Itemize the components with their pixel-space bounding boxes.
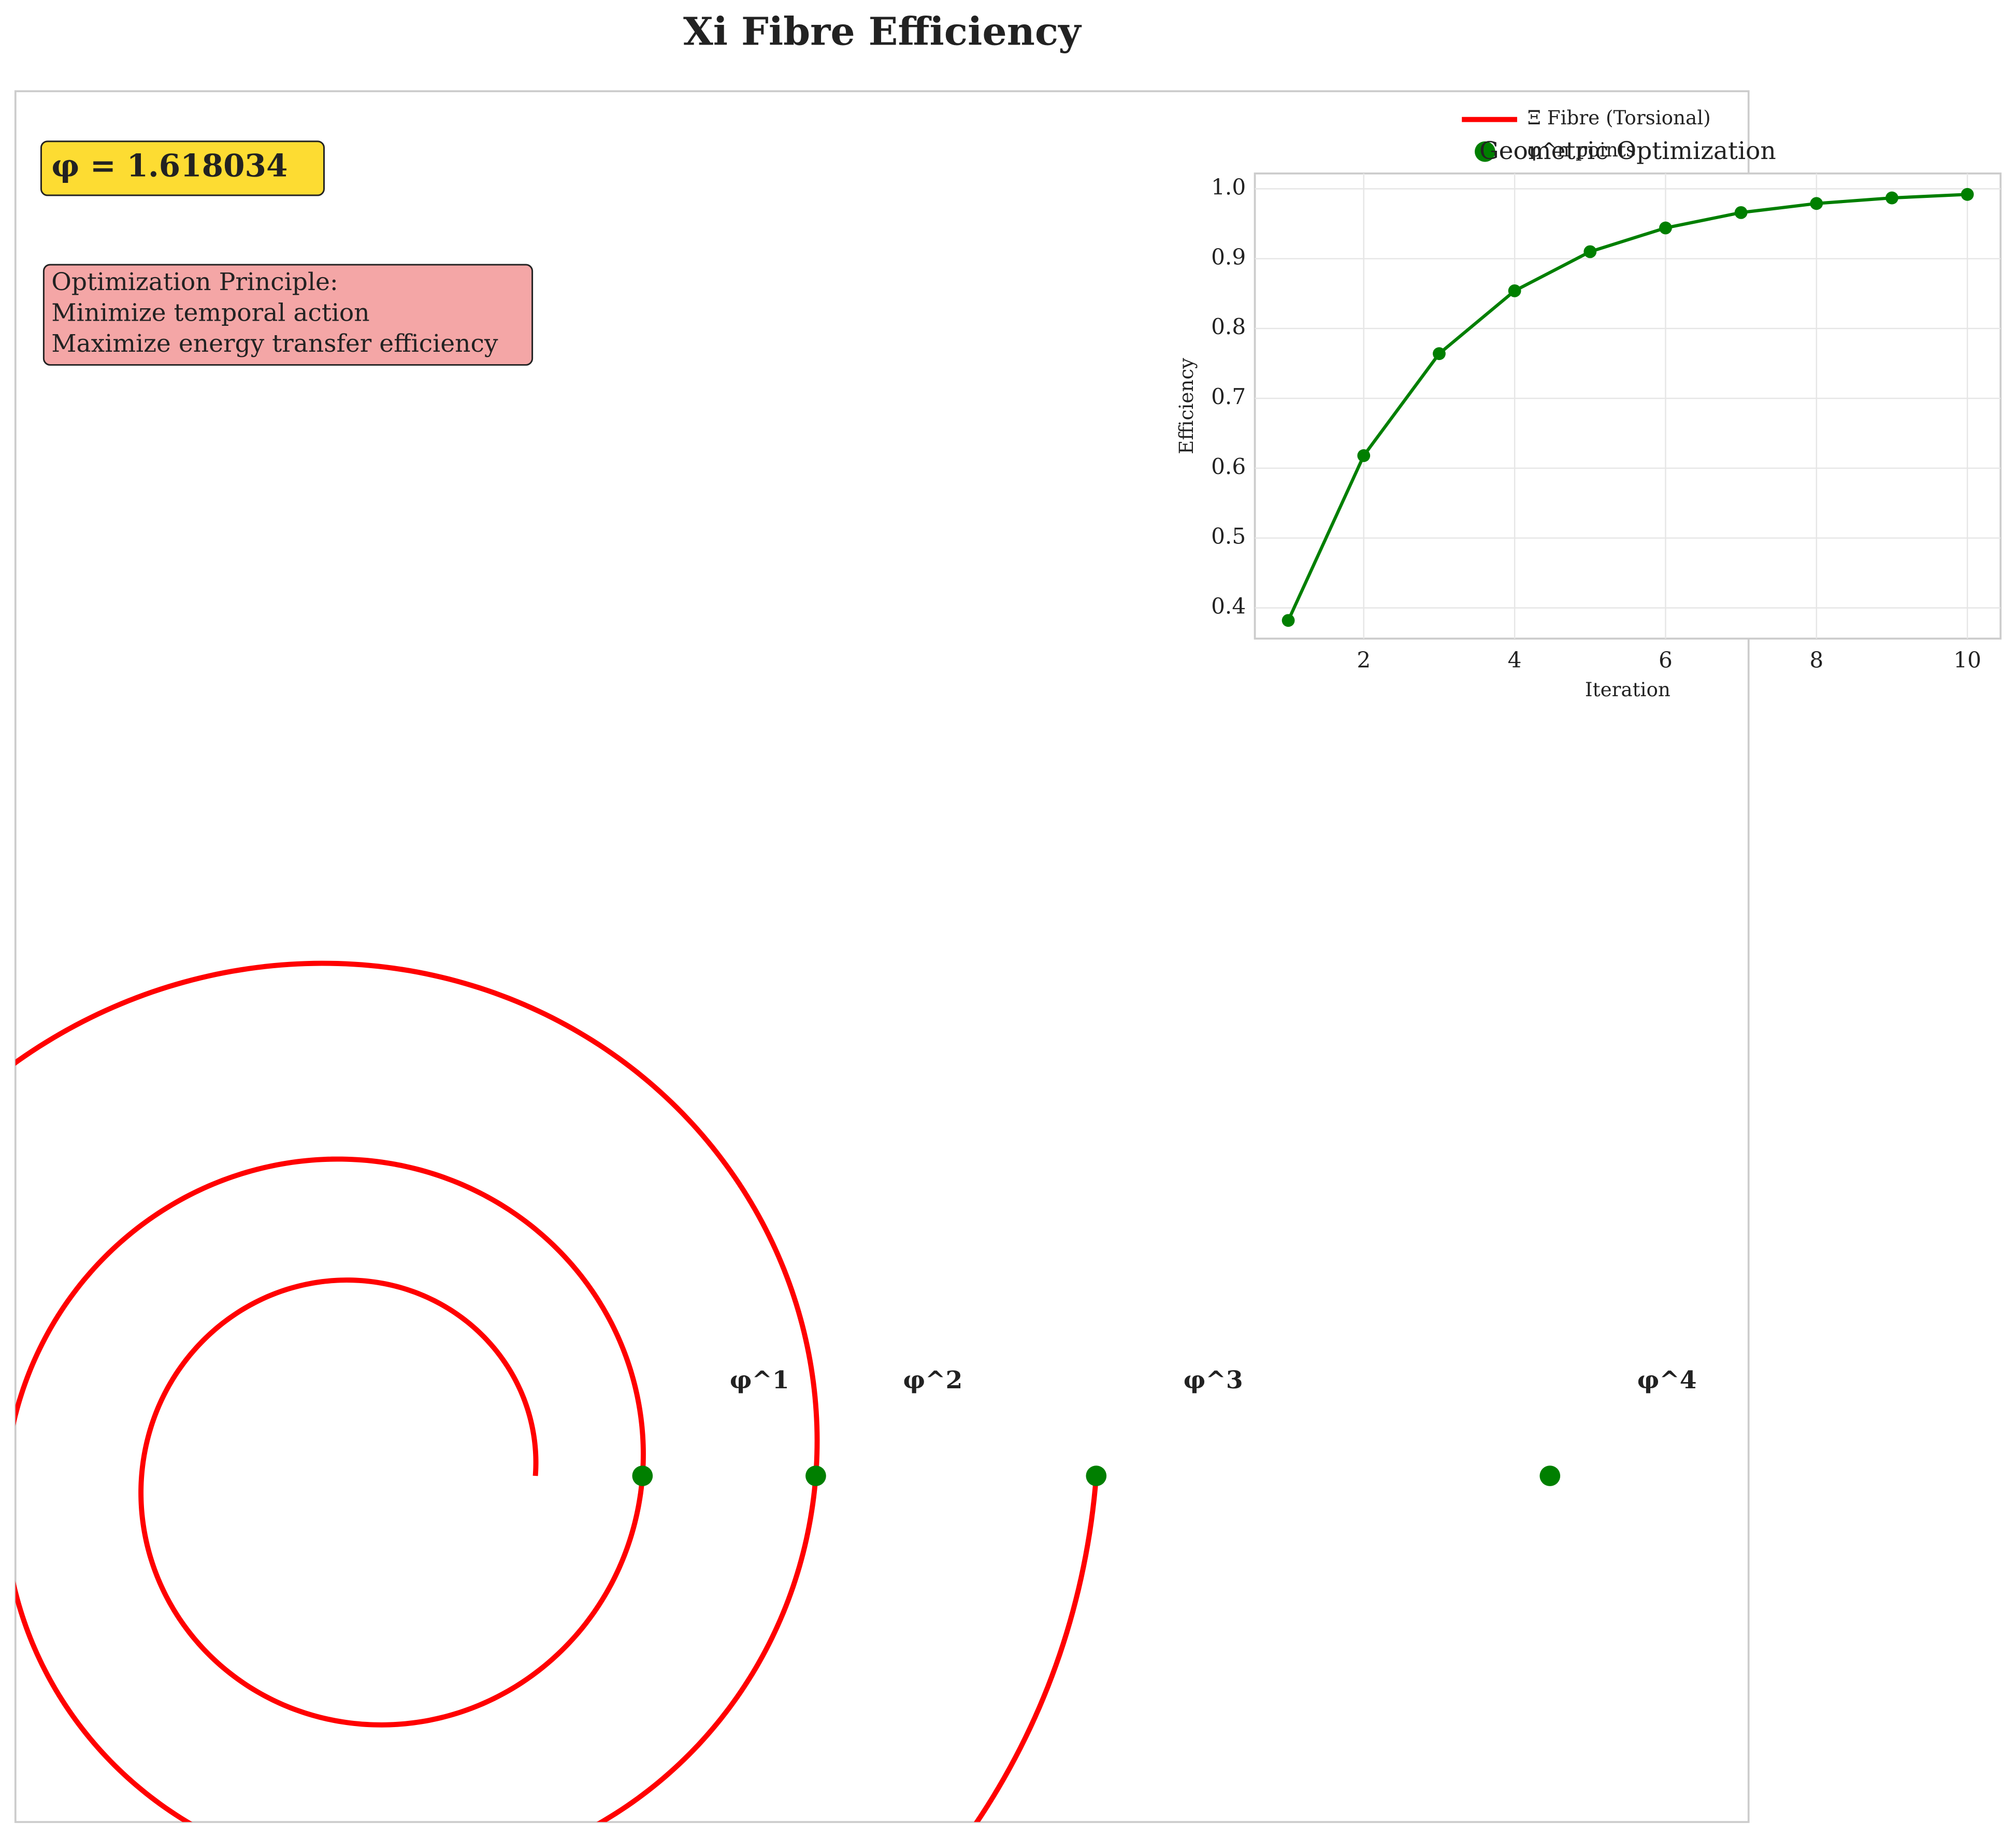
x-tick-label: 8 [1809, 647, 1823, 672]
phi-point [632, 1465, 653, 1486]
efficiency-point [1734, 206, 1748, 219]
point-label: φ^3 [1184, 1366, 1243, 1395]
legend-label: Ξ Fibre (Torsional) [1528, 106, 1711, 129]
efficiency-point [1810, 197, 1823, 210]
efficiency-line [1287, 193, 1968, 622]
x-tick-label: 10 [1953, 647, 1981, 672]
y-tick-label: 0.9 [1211, 244, 1246, 269]
main-frame [14, 90, 1750, 1823]
y-tick-label: 0.5 [1211, 524, 1246, 549]
x-axis-label: Iteration [1585, 678, 1671, 701]
point-label: φ^4 [1637, 1366, 1697, 1395]
y-tick-label: 0.4 [1211, 593, 1246, 619]
efficiency-point [1508, 284, 1521, 297]
main-plot [15, 960, 1561, 1822]
efficiency-point [1961, 188, 1974, 201]
y-tick-label: 0.6 [1211, 454, 1246, 479]
y-axis-label: Efficiency [1175, 358, 1198, 454]
phi-label: φ = 1.618034 [51, 148, 287, 184]
overlay: φ^1 φ^2 φ^3 φ^4 φ = 1.618034 Optimization Pri… [40, 106, 2002, 1395]
y-tick-label: 1.0 [1211, 175, 1246, 200]
phi-point [1539, 1465, 1561, 1486]
y-tick-label: 0.8 [1211, 314, 1246, 339]
annotation-box [42, 264, 534, 366]
point-label: φ^2 [903, 1366, 962, 1395]
x-tick-label: 6 [1659, 647, 1673, 672]
inset-title: Geometric Optimization [1479, 137, 1776, 165]
efficiency-point [1433, 347, 1446, 361]
phi-box [40, 140, 325, 196]
legend-label: φ^n points [1528, 138, 1636, 161]
phi-point [805, 1465, 826, 1486]
efficiency-point [1281, 614, 1295, 627]
legend-marker [1475, 141, 1495, 162]
y-tick-label: 0.7 [1211, 384, 1246, 409]
chart-title: Xi Fibre Efficiency [683, 8, 1082, 54]
efficiency-point [1885, 191, 1898, 205]
inset-background [1254, 172, 2002, 640]
annotation-line: Minimize temporal action [51, 299, 369, 327]
point-label: φ^1 [730, 1366, 789, 1395]
x-tick-label: 4 [1508, 647, 1522, 672]
efficiency-point [1659, 221, 1672, 235]
annotation-line: Optimization Principle: [51, 268, 338, 296]
phi-point [1086, 1465, 1107, 1486]
spiral-line [15, 960, 1099, 1822]
efficiency-point [1357, 449, 1371, 462]
x-tick-label: 2 [1357, 647, 1371, 672]
efficiency-point [1583, 245, 1597, 258]
annotation-line: Maximize energy transfer efficiency [51, 329, 498, 358]
